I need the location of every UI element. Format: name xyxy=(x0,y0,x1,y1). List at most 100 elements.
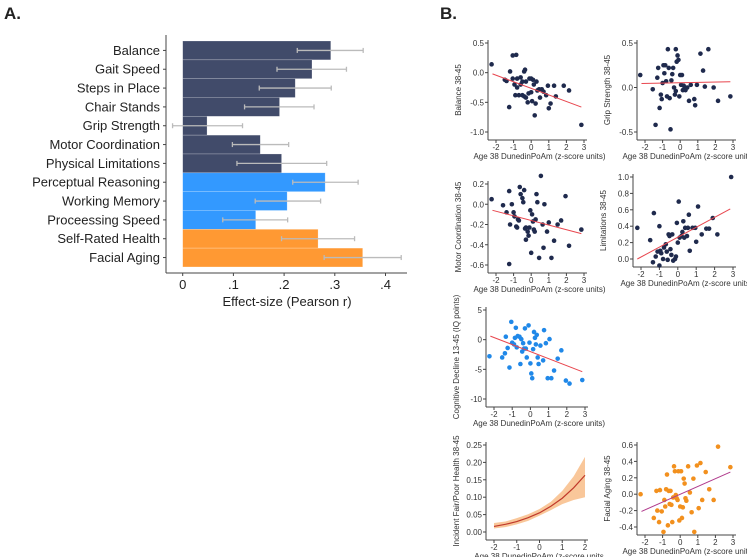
y-tick-label: 0.20 xyxy=(466,458,482,467)
x-tick-label: 1 xyxy=(694,270,699,279)
data-point xyxy=(528,89,534,95)
data-point xyxy=(530,346,536,352)
data-point xyxy=(523,79,529,84)
category-label: Motor Coordination xyxy=(49,137,160,152)
data-point xyxy=(513,52,519,58)
x-tick-label: -2 xyxy=(490,543,498,552)
data-point xyxy=(534,191,539,197)
data-point xyxy=(651,515,657,521)
data-point xyxy=(694,82,700,88)
data-point xyxy=(532,113,538,118)
y-tick-label: 0.5 xyxy=(473,39,485,48)
x-tick-label: 3 xyxy=(583,410,588,419)
data-point xyxy=(516,218,522,223)
data-point xyxy=(558,218,564,223)
x-axis-title: Age 38 DunedinPoAm (z-score units) xyxy=(473,152,605,161)
data-point xyxy=(506,188,512,194)
data-point xyxy=(715,444,721,449)
y-tick-label: 0.6 xyxy=(618,206,630,215)
data-point xyxy=(547,336,552,342)
y-tick-label: 0.25 xyxy=(466,441,482,450)
data-point xyxy=(522,326,528,331)
confidence-band xyxy=(494,456,585,529)
data-point xyxy=(551,238,557,243)
data-point xyxy=(538,343,543,348)
x-tick-label: 2 xyxy=(583,543,588,552)
data-point xyxy=(665,46,671,52)
data-point xyxy=(669,252,674,258)
data-point xyxy=(520,195,525,201)
data-point xyxy=(518,191,523,197)
x-tick-label: 0 xyxy=(678,538,683,547)
data-point xyxy=(487,353,492,359)
data-point xyxy=(655,508,660,513)
data-point xyxy=(520,340,526,346)
x-tick-label: 0 xyxy=(537,543,542,552)
y-tick-label: 0.0 xyxy=(622,84,634,93)
x-tick-label: 3 xyxy=(731,538,736,547)
data-point xyxy=(702,84,708,89)
data-point xyxy=(541,245,546,251)
y-tick-label: 0.0 xyxy=(473,69,485,78)
data-point xyxy=(525,100,530,105)
data-point xyxy=(543,340,549,346)
data-point xyxy=(668,246,673,252)
y-tick-label: 0.6 xyxy=(622,441,634,450)
data-point xyxy=(561,83,567,89)
x-tick-label: -1 xyxy=(513,543,521,552)
x-tick-label: 3 xyxy=(582,143,587,152)
x-tick-label: -2 xyxy=(492,143,500,152)
data-point xyxy=(542,201,547,207)
data-point xyxy=(681,83,687,89)
data-point xyxy=(655,65,661,71)
data-point xyxy=(681,476,687,481)
predicted-curve xyxy=(493,474,586,528)
category-label: Working Memory xyxy=(62,194,161,209)
x-axis-title: Effect-size (Pearson r) xyxy=(222,294,351,309)
data-point xyxy=(521,187,527,193)
data-point xyxy=(677,94,682,99)
data-point xyxy=(673,46,679,52)
data-point xyxy=(523,225,529,230)
data-point xyxy=(664,249,670,254)
data-point xyxy=(526,233,531,238)
data-point xyxy=(680,229,685,235)
y-tick-label: -0.4 xyxy=(619,523,633,532)
data-point xyxy=(513,92,518,98)
data-point xyxy=(531,329,537,335)
data-point xyxy=(691,96,697,102)
y-tick-label: 0.0 xyxy=(618,255,630,264)
data-point xyxy=(650,259,656,265)
data-point xyxy=(688,82,694,88)
data-point xyxy=(693,239,699,245)
data-point xyxy=(657,487,663,493)
x-tick-label: -1 xyxy=(659,143,667,152)
data-point xyxy=(551,83,557,89)
data-point xyxy=(551,368,557,373)
x-tick-label: -1 xyxy=(509,410,517,419)
data-point xyxy=(661,529,666,535)
fit-line xyxy=(492,73,582,108)
data-point xyxy=(682,86,687,92)
data-point xyxy=(684,233,690,239)
data-point xyxy=(711,85,716,90)
fit-line xyxy=(637,208,731,260)
data-point xyxy=(563,378,569,383)
data-point xyxy=(544,229,550,234)
data-point xyxy=(699,497,705,503)
data-point xyxy=(695,204,701,209)
data-point xyxy=(672,92,678,97)
data-point xyxy=(684,498,689,504)
data-point xyxy=(527,340,532,345)
data-point xyxy=(545,83,551,89)
y-tick-label: -1.0 xyxy=(470,128,484,137)
data-point xyxy=(658,92,664,97)
y-tick-label: 0.4 xyxy=(618,222,630,231)
data-point xyxy=(670,65,676,71)
data-point xyxy=(728,464,733,470)
data-point xyxy=(534,79,539,84)
